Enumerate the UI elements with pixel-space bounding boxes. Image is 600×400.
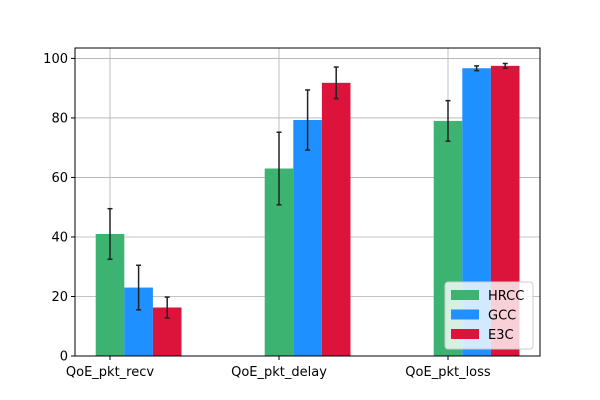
y-axis: 0 20 40 60 80 100 [43, 52, 75, 365]
x-tick-label: QoE_pkt_delay [231, 365, 327, 380]
legend-label-gcc: GCC [488, 309, 516, 324]
legend-swatch-gcc [451, 309, 479, 320]
legend-label-e3c: E3C [488, 328, 514, 343]
legend-swatch-hrcc [451, 290, 479, 300]
x-tick-label: QoE_pkt_recv [66, 365, 154, 380]
x-tick-label: QoE_pkt_loss [405, 365, 491, 380]
legend-label-hrcc: HRCC [488, 289, 524, 304]
plot-frame [74, 47, 541, 357]
y-tick-label: 60 [51, 171, 68, 186]
y-tick-label: 40 [51, 230, 68, 245]
y-tick-label: 0 [60, 350, 68, 365]
error-bar-group [107, 62, 508, 319]
bar-gcc [293, 120, 322, 356]
y-tick-label: 80 [51, 111, 68, 126]
x-axis: QoE_pkt_recv QoE_pkt_delay QoE_pkt_loss [66, 356, 491, 380]
legend: HRCC GCC E3C [444, 281, 534, 350]
y-tick-label: 100 [43, 52, 68, 67]
bar-e3c [321, 82, 351, 357]
legend-swatch-e3c [451, 329, 479, 339]
y-tick-label: 20 [51, 290, 68, 305]
